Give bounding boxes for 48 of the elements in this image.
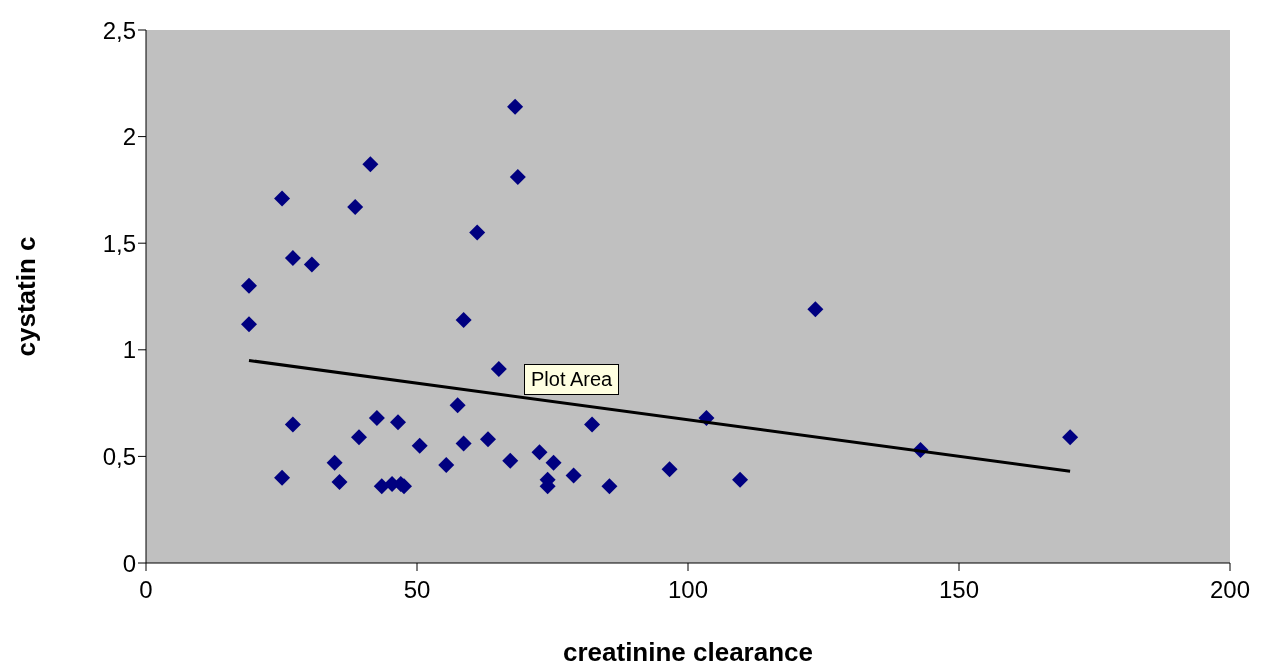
y-axis-title: cystatin c (11, 236, 42, 357)
point (455, 311, 472, 328)
x-tick-label: 50 (403, 576, 431, 604)
point (469, 224, 486, 241)
point (326, 454, 343, 471)
point (274, 469, 291, 486)
point (362, 156, 379, 173)
x-tick-label: 100 (667, 576, 709, 604)
point (507, 98, 524, 115)
point (449, 397, 466, 414)
y-tick-label: 0,5 (102, 442, 136, 470)
point (1062, 429, 1079, 446)
point (502, 452, 519, 469)
point (565, 467, 582, 484)
point (240, 316, 257, 333)
point (531, 444, 548, 461)
y-tick-label: 0 (122, 549, 136, 577)
point (545, 454, 562, 471)
point (284, 250, 301, 267)
point (601, 478, 618, 495)
point (390, 414, 407, 431)
y-tick-label: 1 (122, 336, 136, 364)
point (274, 190, 291, 207)
y-tick-label: 1,5 (102, 229, 136, 257)
point (284, 416, 301, 433)
y-tick-label: 2 (122, 123, 136, 151)
point (584, 416, 601, 433)
point (411, 437, 428, 454)
point (490, 360, 507, 377)
point (480, 431, 496, 448)
point (347, 198, 364, 215)
point (240, 277, 257, 294)
point (368, 410, 385, 427)
point (661, 461, 678, 478)
point (509, 169, 526, 186)
point (732, 471, 749, 488)
x-tick-label: 0 (139, 576, 153, 604)
point (351, 429, 368, 446)
y-tick-label: 2,5 (102, 16, 136, 44)
point (807, 301, 824, 318)
point (331, 473, 348, 490)
x-tick-label: 150 (938, 576, 980, 604)
point (455, 435, 472, 452)
point (303, 256, 320, 273)
x-axis-title: creatinine clearance (562, 637, 814, 667)
x-tick-label: 200 (1209, 576, 1251, 604)
annotation: Plot Area (524, 364, 620, 395)
point (438, 456, 455, 473)
